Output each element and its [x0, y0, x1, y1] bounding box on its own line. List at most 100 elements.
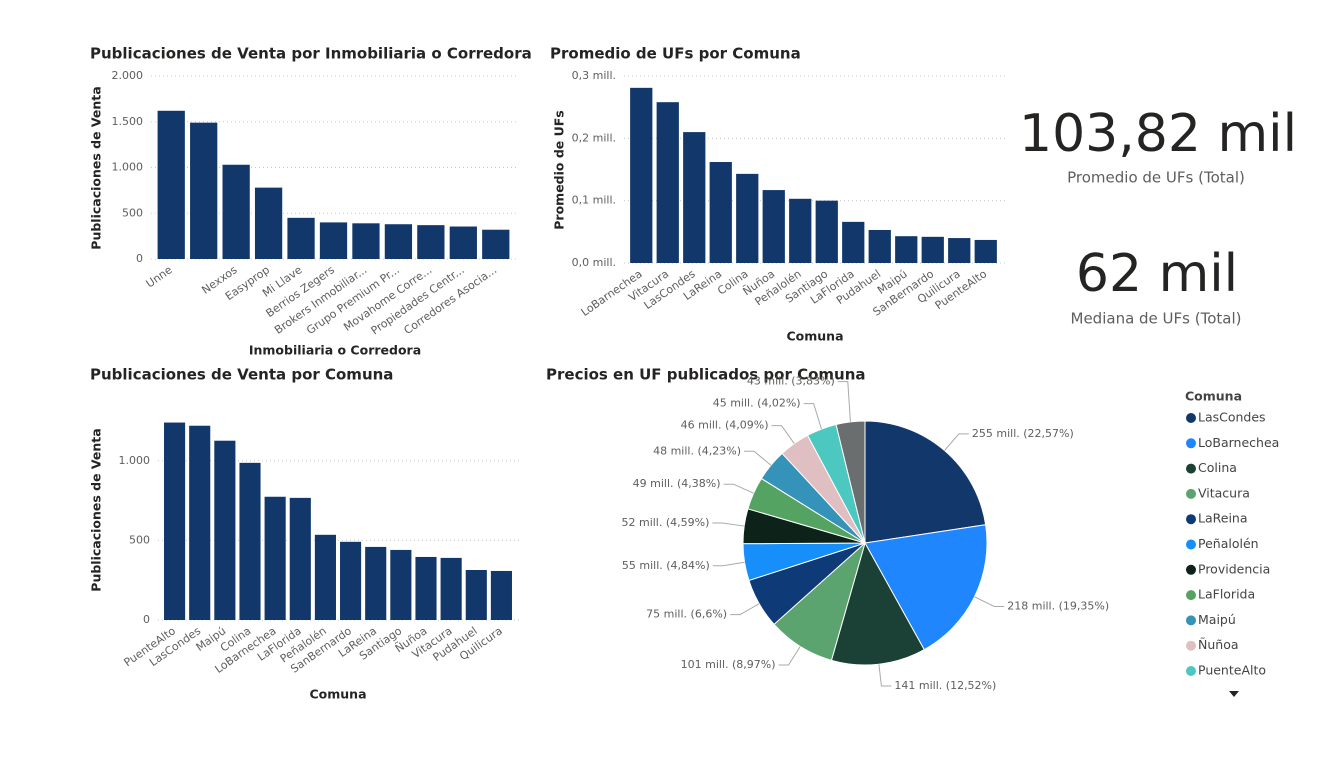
legend-label: Ñuñoa — [1198, 637, 1239, 652]
y-axis-label: Publicaciones de Venta — [89, 86, 104, 249]
legend-label: PuenteAlto — [1198, 663, 1266, 678]
bar — [465, 570, 487, 620]
y-tick-label: 0,1 mill. — [572, 194, 616, 207]
bar — [921, 236, 944, 263]
leader-line — [712, 522, 745, 527]
y-axis-label: Publicaciones de Venta — [89, 428, 104, 591]
pie-label: 75 mill. (6,6%) — [646, 608, 727, 621]
card-value: 62 mil — [1076, 244, 1238, 304]
leader-line — [778, 646, 801, 666]
pie-label: 48 mill. (4,23%) — [653, 444, 741, 457]
bar — [384, 224, 413, 259]
bar — [789, 198, 812, 263]
y-tick-label: 0 — [143, 613, 150, 626]
y-tick-label: 0,0 mill. — [572, 256, 616, 269]
y-tick-label: 500 — [122, 206, 143, 219]
bar — [157, 110, 185, 260]
legend-swatch — [1186, 488, 1196, 499]
y-axis-label: Promedio de UFs — [552, 110, 567, 230]
pie-label: 255 mill. (22,57%) — [972, 427, 1074, 440]
legend-label: Peñalolén — [1198, 536, 1259, 551]
pie-slice — [835, 420, 866, 544]
legend-label: Maipú — [1198, 612, 1236, 627]
bar — [390, 549, 412, 620]
bar — [254, 187, 283, 259]
pie-slice — [830, 541, 925, 666]
legend-swatch — [1186, 564, 1196, 575]
pie-label: 218 mill. (19,35%) — [1007, 600, 1109, 613]
bar — [190, 122, 218, 259]
legend-scroll[interactable] — [1229, 691, 1239, 697]
bar — [656, 102, 679, 264]
legend-label: LaFlorida — [1198, 587, 1255, 602]
y-tick-label: 0,3 mill. — [572, 69, 616, 82]
leader-line — [837, 381, 851, 422]
bar — [868, 229, 891, 263]
bar — [319, 222, 348, 259]
legend-label: Colina — [1198, 460, 1237, 475]
x-axis-label: Inmobiliaria o Corredora — [249, 343, 421, 358]
bar — [189, 425, 211, 620]
legend-swatch — [1186, 413, 1196, 423]
bar — [815, 200, 838, 263]
legend-label: LasCondes — [1198, 410, 1266, 425]
bar — [222, 164, 250, 259]
card-label: Promedio de UFs (Total) — [1067, 169, 1245, 187]
pie-label: 43 mill. (3,83%) — [747, 375, 835, 388]
y-tick-label: 1.000 — [112, 161, 144, 174]
pie-label: 49 mill. (4,38%) — [633, 477, 721, 490]
chart-title: Promedio de UFs por Comuna — [550, 45, 801, 63]
pie-slice — [864, 524, 988, 651]
bar — [490, 570, 512, 620]
legend-label: LaReina — [1198, 511, 1248, 526]
x-axis-label: Comuna — [786, 329, 843, 344]
bar — [415, 556, 437, 620]
legend-swatch — [1186, 615, 1196, 626]
legend-swatch — [1186, 463, 1196, 474]
x-tick-label: Unne — [144, 263, 175, 290]
y-tick-label: 2.000 — [112, 69, 144, 82]
bar — [440, 557, 462, 620]
bar — [239, 462, 261, 620]
chart-title: Precios en UF publicados por Comuna — [546, 366, 866, 384]
card-label: Mediana de UFs (Total) — [1071, 310, 1242, 328]
legend-swatch — [1186, 514, 1196, 525]
y-tick-label: 0 — [136, 252, 143, 265]
pie-label: 141 mill. (12,52%) — [894, 679, 996, 692]
y-tick-label: 1.000 — [119, 454, 151, 467]
leader-line — [744, 450, 772, 466]
legend-swatch — [1186, 539, 1196, 550]
leader-line — [771, 425, 795, 444]
bar — [948, 238, 971, 263]
pie-label: 101 mill. (8,97%) — [681, 658, 776, 671]
bar — [630, 87, 653, 264]
legend-swatch — [1186, 438, 1196, 449]
bar — [352, 223, 380, 259]
pie-label: 46 mill. (4,09%) — [681, 419, 769, 432]
bar — [762, 190, 785, 263]
chart-title: Publicaciones de Venta por Comuna — [90, 366, 393, 384]
bar — [340, 541, 362, 620]
bar — [314, 534, 336, 620]
bar — [709, 162, 732, 263]
leader-line — [974, 596, 1005, 608]
bar — [264, 496, 286, 620]
leader-line — [944, 433, 969, 451]
bar — [365, 546, 387, 620]
pie-slice — [864, 420, 987, 544]
bar — [683, 132, 706, 263]
legend-swatch — [1186, 640, 1196, 651]
bar — [164, 422, 186, 620]
x-axis-label: Comuna — [309, 687, 366, 702]
bar — [736, 173, 759, 263]
legend-swatch — [1186, 666, 1196, 676]
bar — [417, 225, 445, 259]
y-tick-label: 1.500 — [112, 115, 144, 128]
leader-line — [723, 483, 754, 494]
leader-line — [878, 664, 892, 687]
chart-title: Publicaciones de Venta por Inmobiliaria … — [90, 45, 532, 63]
leader-line — [730, 603, 760, 616]
pie-label: 52 mill. (4,59%) — [621, 516, 709, 529]
bar — [449, 226, 477, 259]
